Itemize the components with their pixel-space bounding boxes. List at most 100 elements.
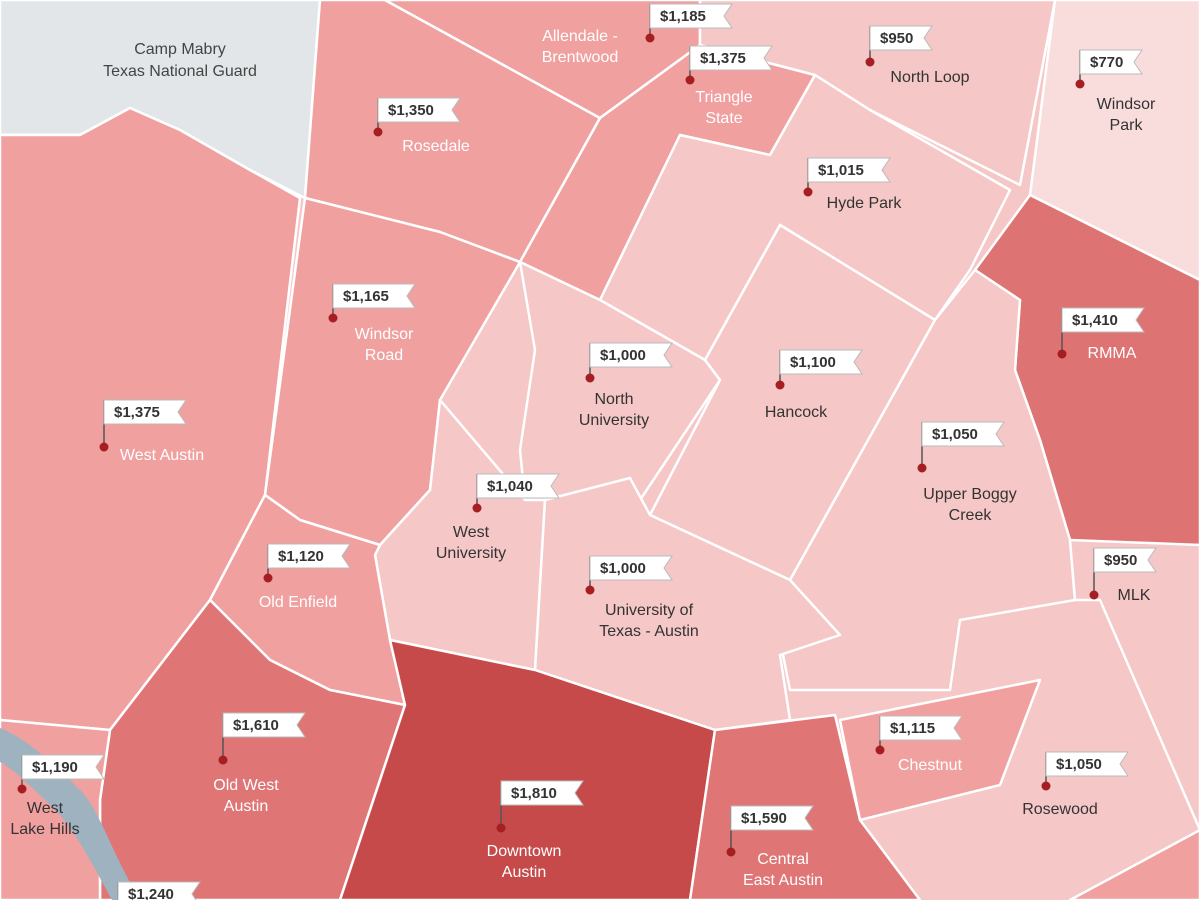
- neighborhood-name: Triangle: [695, 89, 752, 106]
- neighborhood-name: Rosewood: [1022, 801, 1098, 818]
- neighborhood-name: Road: [365, 347, 403, 364]
- neighborhood-name: Old West: [213, 777, 279, 794]
- rent-label: $1,050: [1056, 756, 1102, 773]
- neighborhood-name: University: [436, 545, 506, 562]
- labels: Allendale - Brentwood $1,185 North Loop $950…: [10, 3, 1157, 900]
- pin: [585, 585, 595, 595]
- region: [1068, 538, 1200, 832]
- flag: [103, 399, 187, 425]
- neighborhood-name: North Loop: [890, 69, 969, 86]
- rent-label: $1,100: [790, 354, 836, 371]
- flag: [267, 543, 351, 569]
- neighborhood-name: Central: [757, 851, 809, 868]
- flag: [869, 25, 933, 51]
- rent-label: $1,590: [741, 810, 787, 827]
- neighborhood-name: Downtown: [487, 843, 562, 860]
- neighborhood-name: West: [453, 524, 490, 541]
- pin: [1089, 590, 1099, 600]
- flag: [1079, 49, 1143, 75]
- rent-label: $1,810: [511, 785, 557, 802]
- neighborhood-name: RMMA: [1088, 345, 1137, 362]
- neighborhood-name: Lake Hills: [10, 821, 79, 838]
- flag: [730, 805, 814, 831]
- pin: [263, 573, 273, 583]
- neighborhood-name: Upper Boggy: [923, 486, 1016, 503]
- neighborhood-name: West: [27, 800, 64, 817]
- pin: [645, 33, 655, 43]
- neighborhood-name: Hancock: [765, 404, 828, 421]
- flag: [879, 715, 963, 741]
- neighborhood-name: State: [705, 110, 742, 127]
- flag: [117, 881, 201, 900]
- pin: [373, 127, 383, 137]
- rent-label: $1,000: [600, 560, 646, 577]
- pin: [726, 847, 736, 857]
- region: [338, 638, 717, 900]
- rent-label: $1,050: [932, 426, 978, 443]
- pin: [1041, 781, 1051, 791]
- rent-label: $1,190: [32, 759, 78, 776]
- neighborhood-name: Park: [1110, 117, 1144, 134]
- pin: [685, 75, 695, 85]
- flag: [1061, 307, 1145, 333]
- rent-label: $1,240: [128, 886, 174, 900]
- neighborhood-name: Old Enfield: [259, 594, 337, 611]
- neighborhood-name: Creek: [949, 507, 993, 524]
- neighborhood-name: East Austin: [743, 872, 823, 889]
- flag: [377, 97, 461, 123]
- rent-label: $1,375: [114, 404, 160, 421]
- pin: [99, 442, 109, 452]
- pin: [585, 373, 595, 383]
- pin: [1075, 79, 1085, 89]
- pin: [803, 187, 813, 197]
- pin: [917, 463, 927, 473]
- rent-label: $950: [880, 30, 913, 47]
- pin: [17, 784, 27, 794]
- neighborhood-name: Windsor: [1097, 96, 1156, 113]
- pin: [472, 503, 482, 513]
- flag: [1093, 547, 1157, 573]
- neighborhood-name: Texas - Austin: [599, 623, 699, 640]
- pin: [875, 745, 885, 755]
- flag: [589, 555, 673, 581]
- flag: [21, 754, 105, 780]
- region: [838, 678, 1042, 822]
- landmark-name: Camp Mabry: [134, 41, 226, 58]
- rent-label: $1,000: [600, 347, 646, 364]
- rent-label: $1,165: [343, 288, 389, 305]
- flag: [921, 421, 1005, 447]
- rent-label: $770: [1090, 54, 1123, 71]
- rent-label: $950: [1104, 552, 1137, 569]
- neighborhood-name: Windsor: [355, 326, 414, 343]
- flag: [500, 780, 584, 806]
- pin: [865, 57, 875, 67]
- flag: [689, 45, 773, 71]
- neighborhood-name: Allendale -: [542, 28, 618, 45]
- rent-label: $1,185: [660, 8, 706, 25]
- flag: [476, 473, 560, 499]
- flag: [1045, 751, 1129, 777]
- landmark-name: Texas National Guard: [103, 63, 257, 80]
- neighborhood-name: Hyde Park: [827, 195, 903, 212]
- pin: [1057, 349, 1067, 359]
- flag: [649, 3, 733, 29]
- pin: [328, 313, 338, 323]
- flag: [222, 712, 306, 738]
- neighborhood-name: MLK: [1118, 587, 1151, 604]
- rent-label: $1,410: [1072, 312, 1118, 329]
- rent-label: $1,015: [818, 162, 864, 179]
- rent-label: $1,040: [487, 478, 533, 495]
- region: [1028, 0, 1200, 282]
- neighborhood-name: Brentwood: [542, 49, 619, 66]
- flag: [807, 157, 891, 183]
- flag: [779, 349, 863, 375]
- region: [1068, 828, 1200, 900]
- pin: [218, 755, 228, 765]
- neighborhood-name: Chestnut: [898, 757, 963, 774]
- neighborhood-name: University: [579, 412, 649, 429]
- flag: [332, 283, 416, 309]
- rent-label: $1,610: [233, 717, 279, 734]
- rent-label: $1,120: [278, 548, 324, 565]
- neighborhood-name: University of: [605, 602, 694, 619]
